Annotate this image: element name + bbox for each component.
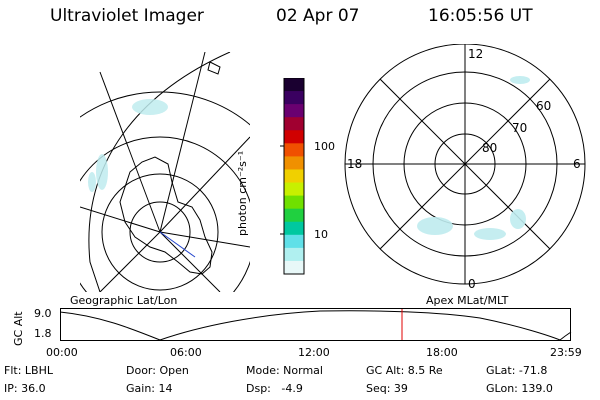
colorbar-block bbox=[284, 156, 304, 170]
altitude-curve bbox=[60, 310, 572, 341]
colorbar-block bbox=[284, 143, 304, 157]
instrument-title: Ultraviolet Imager bbox=[50, 6, 204, 26]
mlt-label-0: 0 bbox=[468, 277, 476, 291]
meridian-line bbox=[159, 136, 250, 233]
meridian-line bbox=[80, 206, 161, 233]
xtick-0600: 06:00 bbox=[170, 346, 202, 359]
colorbar-block bbox=[284, 195, 304, 210]
colorbar-tick-10: 10 bbox=[314, 228, 328, 241]
colorbar-block bbox=[284, 247, 304, 262]
geographic-map bbox=[80, 52, 250, 292]
earth-limb bbox=[88, 52, 231, 292]
mlt-label-12: 12 bbox=[468, 47, 483, 61]
colorbar-block bbox=[284, 78, 304, 92]
mlt-diagonal bbox=[379, 78, 551, 250]
mlt-label-18: 18 bbox=[347, 157, 362, 171]
colorbar-unit-label: photon cm⁻²s⁻¹ bbox=[236, 150, 249, 236]
meridian-line bbox=[159, 52, 206, 233]
mlat-label-80: 80 bbox=[482, 141, 497, 155]
status-gc-alt: GC Alt: 8.5 Re bbox=[366, 364, 443, 377]
colorbar-tick-100: 100 bbox=[314, 140, 335, 153]
status-gain: Gain: 14 bbox=[126, 382, 173, 395]
xtick-1800: 18:00 bbox=[426, 346, 458, 359]
mlat-label-70: 70 bbox=[512, 121, 527, 135]
aurora-oval-patch bbox=[510, 209, 526, 229]
mlat-label-60: 60 bbox=[536, 99, 551, 113]
status-glat: GLat: -71.8 bbox=[486, 364, 548, 377]
coastline bbox=[119, 156, 213, 275]
altitude-ylabel: GC Alt bbox=[12, 311, 25, 346]
status-door: Door: Open bbox=[126, 364, 189, 377]
sun-direction-line bbox=[159, 231, 196, 258]
latitude-circle bbox=[80, 136, 250, 292]
latitude-circle bbox=[80, 91, 250, 126]
altitude-ytick-min: 1.8 bbox=[34, 327, 52, 340]
status-ip: IP: 36.0 bbox=[4, 382, 46, 395]
time-label: 16:05:56 UT bbox=[428, 6, 533, 26]
left-map-caption: Geographic Lat/Lon bbox=[70, 294, 178, 307]
colorbar-block bbox=[284, 104, 304, 118]
mlt-label-6: 6 bbox=[573, 157, 581, 171]
status-mode: Mode: Normal bbox=[246, 364, 323, 377]
status-seq: Seq: 39 bbox=[366, 382, 408, 395]
latitude-circle bbox=[129, 201, 191, 263]
colorbar-block bbox=[284, 260, 304, 275]
colorbar-block bbox=[284, 169, 304, 184]
xtick-2359: 23:59 bbox=[550, 346, 582, 359]
latitude-circle bbox=[101, 173, 219, 291]
colorbar bbox=[280, 78, 305, 275]
aurora-patch bbox=[88, 172, 96, 192]
colorbar-block bbox=[284, 117, 304, 131]
colorbar-block bbox=[284, 91, 304, 105]
xtick-1200: 12:00 bbox=[298, 346, 330, 359]
aurora-patch bbox=[132, 99, 168, 115]
coastline-fragment bbox=[207, 61, 221, 75]
aurora-patch bbox=[96, 154, 108, 190]
meridian-line bbox=[159, 231, 250, 248]
status-dsp: Dsp: -4.9 bbox=[246, 382, 303, 395]
colorbar-block bbox=[284, 234, 304, 249]
altitude-ytick-max: 9.0 bbox=[34, 307, 52, 320]
colorbar-block bbox=[284, 130, 304, 144]
aurora-oval-patch bbox=[417, 217, 453, 235]
xtick-0000: 00:00 bbox=[46, 346, 78, 359]
colorbar-block bbox=[284, 208, 304, 223]
right-map-caption: Apex MLat/MLT bbox=[426, 294, 509, 307]
meridian-line bbox=[99, 71, 161, 233]
status-glon: GLon: 139.0 bbox=[486, 382, 553, 395]
aurora-oval-patch bbox=[474, 228, 506, 240]
altitude-plot bbox=[60, 308, 572, 341]
colorbar-block bbox=[284, 221, 304, 236]
polar-map: 12 18 6 0 60 70 80 bbox=[344, 44, 586, 291]
date-label: 02 Apr 07 bbox=[276, 6, 360, 26]
status-filter: Flt: LBHL bbox=[4, 364, 53, 377]
meridian-line bbox=[159, 231, 221, 292]
colorbar-block bbox=[284, 182, 304, 197]
aurora-oval-patch bbox=[510, 76, 530, 84]
meridian-line bbox=[99, 231, 161, 292]
